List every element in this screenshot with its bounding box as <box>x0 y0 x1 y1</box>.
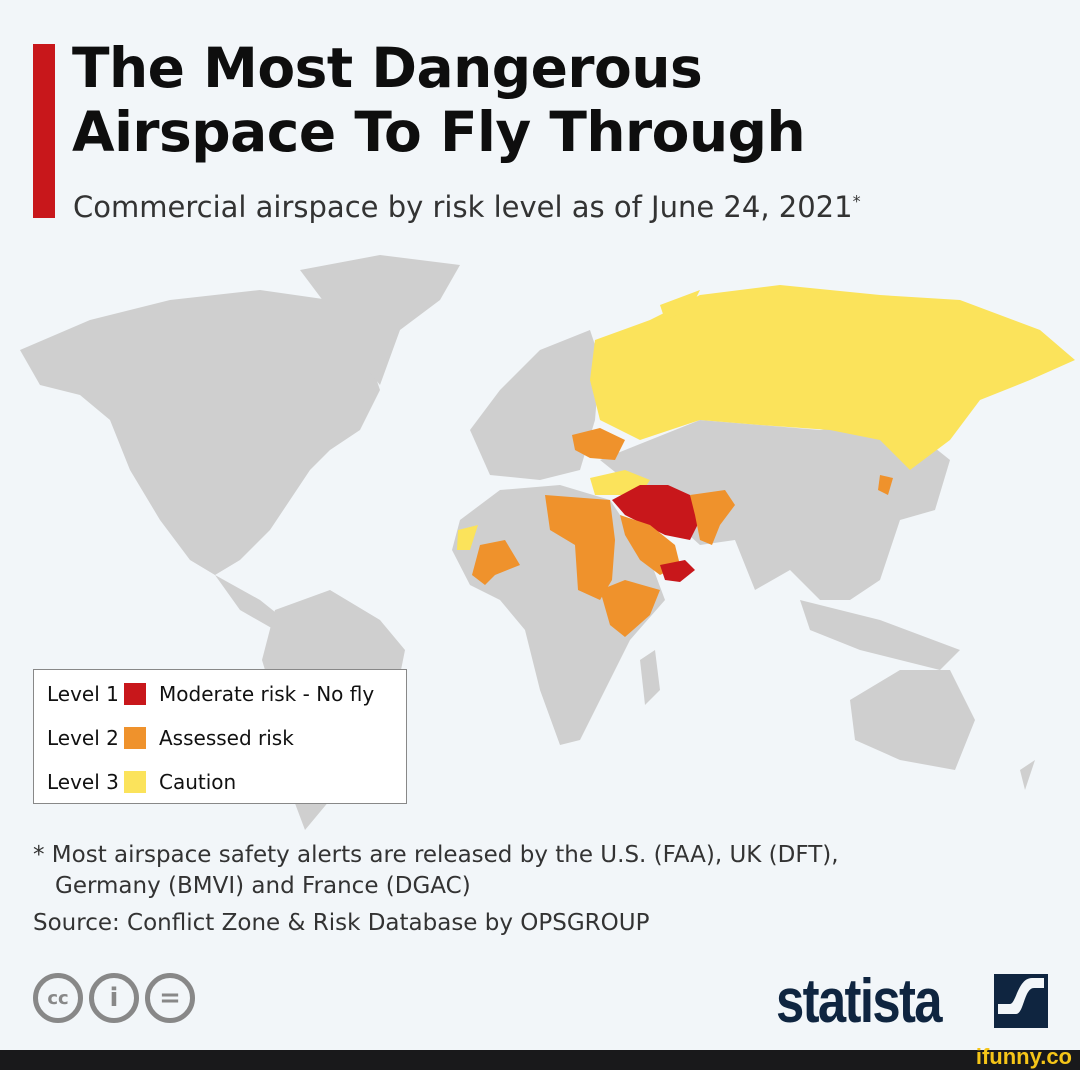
legend-level: Level 3 <box>47 770 119 794</box>
land-southeast-asia <box>800 600 960 670</box>
legend-item-level-1: Level 1 Moderate risk - No fly <box>47 682 374 706</box>
legend-label: Moderate risk - No fly <box>159 682 375 706</box>
cc-glyph: cc <box>47 987 69 1009</box>
legend-swatch-red <box>124 683 146 705</box>
source-text: Source: Conflict Zone & Risk Database by… <box>33 910 650 936</box>
legend-swatch-orange <box>124 727 146 749</box>
land-central-america <box>215 575 285 630</box>
region-yemen <box>660 560 695 582</box>
legend-swatch-yellow <box>124 771 146 793</box>
cc-icon[interactable]: cc <box>33 973 83 1023</box>
land-europe <box>470 330 600 480</box>
subtitle: Commercial airspace by risk level as of … <box>73 190 861 224</box>
legend-item-level-3: Level 3 Caution <box>47 770 236 794</box>
region-mali <box>472 540 520 585</box>
statista-logo[interactable]: statista <box>776 966 1048 1037</box>
attribution-icon[interactable]: i <box>89 973 139 1023</box>
footnote: * Most airspace safety alerts are releas… <box>33 840 839 902</box>
legend-level: Level 2 <box>47 726 119 750</box>
statista-logo-icon <box>994 974 1048 1028</box>
legend: Level 1 Moderate risk - No fly Level 2 A… <box>33 669 407 804</box>
no-derivatives-icon[interactable]: = <box>145 973 195 1023</box>
region-ukraine <box>572 428 625 460</box>
attribution-glyph: i <box>109 983 119 1013</box>
footnote-line-1: * Most airspace safety alerts are releas… <box>33 842 839 868</box>
land-madagascar <box>640 650 660 705</box>
no-derivatives-glyph: = <box>159 983 181 1013</box>
title-accent-bar <box>33 44 55 218</box>
world-map <box>20 255 1075 830</box>
subtitle-footnote-mark: * <box>852 191 861 211</box>
statista-wordmark: statista <box>776 967 943 1036</box>
region-east-africa <box>600 580 660 637</box>
subtitle-text: Commercial airspace by risk level as of … <box>73 190 853 224</box>
legend-item-level-2: Level 2 Assessed risk <box>47 726 294 750</box>
region-russia <box>590 285 1075 470</box>
legend-label: Assessed risk <box>159 726 294 750</box>
region-north-korea <box>878 475 893 495</box>
land-australia <box>850 670 975 770</box>
legend-label: Caution <box>159 770 237 794</box>
title-line-1: The Most Dangerous <box>72 36 703 100</box>
land-greenland <box>300 255 460 385</box>
land-north-america <box>20 290 380 575</box>
region-egypt-sudan-libya <box>545 495 615 600</box>
region-afghanistan-pakistan <box>690 490 735 545</box>
land-new-zealand <box>1020 760 1035 790</box>
region-iran-iraq-syria <box>612 485 700 540</box>
land-japan <box>915 455 940 505</box>
footnote-line-2: Germany (BMVI) and France (DGAC) <box>55 873 471 899</box>
page-title: The Most Dangerous Airspace To Fly Throu… <box>72 36 806 164</box>
license-icons: cc i = <box>33 973 195 1023</box>
region-novaya-zemlya <box>660 290 700 320</box>
watermark-text: ifunny.co <box>975 1044 1072 1069</box>
region-saudi-arabia <box>620 515 680 575</box>
land-asia <box>600 420 950 600</box>
title-line-2: Airspace To Fly Through <box>72 100 806 164</box>
watermark-bar: ifunny.co <box>0 1044 1080 1070</box>
region-western-sahara <box>457 525 478 550</box>
legend-level: Level 1 <box>47 682 119 706</box>
